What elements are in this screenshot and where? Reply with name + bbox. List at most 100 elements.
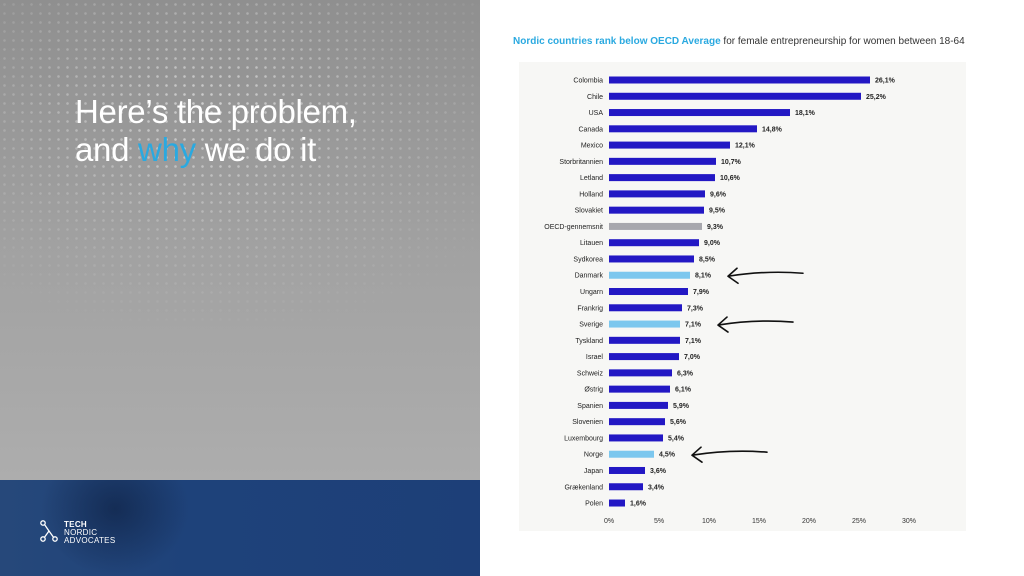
value-label: 7,0%	[684, 354, 701, 361]
bar	[609, 304, 682, 312]
category-label: Canada	[578, 126, 603, 133]
value-label: 9,6%	[710, 191, 727, 198]
x-tick-label: 15%	[752, 518, 766, 525]
x-tick-label: 20%	[802, 518, 816, 525]
category-label: Colombia	[573, 78, 603, 85]
value-label: 3,4%	[648, 484, 665, 491]
bar	[609, 109, 790, 117]
value-label: 9,0%	[704, 240, 721, 247]
category-label: Norge	[584, 452, 603, 459]
bar	[609, 206, 704, 214]
value-label: 7,1%	[685, 338, 702, 345]
category-label: Letland	[580, 175, 603, 182]
bar	[609, 466, 645, 474]
bar	[609, 190, 705, 198]
bar	[609, 239, 699, 247]
category-label: Danmark	[575, 273, 604, 280]
category-label: Holland	[579, 191, 603, 198]
x-tick-label: 10%	[702, 518, 716, 525]
category-label: Frankrig	[577, 305, 603, 312]
logo-line2: NORDIC	[64, 528, 98, 537]
logo-line1: TECH	[64, 520, 87, 529]
value-label: 6,3%	[677, 370, 694, 377]
value-label: 14,8%	[762, 126, 783, 133]
bar	[609, 434, 663, 442]
left-panel: Here’s the problem, and why we do it	[0, 0, 480, 576]
category-label: Polen	[585, 501, 603, 508]
bar	[609, 157, 716, 165]
value-label: 9,3%	[707, 224, 724, 231]
category-label: Slovenien	[572, 419, 603, 426]
headline-line2-post: we do it	[195, 131, 317, 168]
value-label: 10,6%	[720, 175, 741, 182]
category-label: Israel	[586, 354, 604, 361]
category-label: Grækenland	[564, 484, 603, 491]
headline-accent-word: why	[138, 131, 196, 168]
bar	[609, 320, 680, 328]
headline-line1: Here’s the problem,	[75, 93, 357, 130]
handdrawn-arrow	[727, 267, 804, 285]
value-label: 4,5%	[659, 452, 676, 459]
value-label: 9,5%	[709, 208, 726, 215]
bar	[609, 222, 702, 230]
value-label: 1,6%	[630, 501, 647, 508]
category-label: Storbritannien	[559, 159, 603, 166]
handdrawn-arrow	[717, 316, 794, 333]
tech-nordic-advocates-logo: TECH NORDIC ADVOCATES	[40, 520, 115, 546]
bar	[609, 288, 688, 296]
category-label: Chile	[587, 94, 603, 101]
slide-headline: Here’s the problem, and why we do it	[75, 93, 357, 169]
bar	[609, 174, 715, 182]
value-label: 7,9%	[693, 289, 710, 296]
value-label: 5,9%	[673, 403, 690, 410]
value-label: 7,1%	[685, 322, 702, 329]
chart-frame	[519, 62, 966, 531]
bar	[609, 336, 680, 344]
value-label: 5,4%	[668, 435, 685, 442]
handdrawn-arrow	[691, 446, 768, 464]
x-tick-label: 5%	[654, 518, 664, 525]
value-label: 26,1%	[875, 78, 896, 85]
chart-heading-rest: for female entrepreneurship for women be…	[720, 36, 965, 47]
chart-heading: Nordic countries rank below OECD Average…	[513, 36, 965, 47]
category-label: OECD-gennemsnit	[544, 224, 603, 231]
bar	[609, 450, 654, 458]
value-label: 5,6%	[670, 419, 687, 426]
value-label: 12,1%	[735, 143, 756, 150]
bar	[609, 125, 757, 133]
bar	[609, 353, 679, 361]
value-label: 10,7%	[721, 159, 742, 166]
bar	[609, 271, 690, 279]
category-label: USA	[589, 110, 604, 117]
category-label: Mexico	[581, 143, 603, 150]
bar	[609, 92, 861, 100]
category-label: Østrig	[584, 387, 603, 394]
bar	[609, 255, 694, 263]
category-label: Spanien	[577, 403, 603, 410]
value-label: 3,6%	[650, 468, 667, 475]
category-label: Sverige	[579, 322, 603, 329]
bar	[609, 401, 668, 409]
bar	[609, 418, 665, 426]
category-label: Japan	[584, 468, 603, 475]
chart-heading-highlight: Nordic countries rank below OECD Average	[513, 36, 721, 47]
footer-band	[0, 480, 480, 576]
bar	[609, 499, 625, 507]
bar	[609, 385, 670, 393]
category-label: Litauen	[580, 240, 603, 247]
category-label: Ungarn	[580, 289, 603, 296]
category-label: Sydkorea	[573, 256, 603, 263]
category-label: Slovakiet	[575, 208, 603, 215]
bar-chart: Colombia 26,1% Chile 25,2% USA 18,1% Canada 14,…	[544, 76, 916, 525]
category-label: Luxembourg	[564, 435, 603, 442]
bar	[609, 76, 870, 84]
logo-line3: ADVOCATES	[64, 536, 116, 545]
bar	[609, 483, 643, 491]
circuit-icon	[40, 520, 58, 546]
footer-photo-shade	[40, 480, 190, 576]
bar	[609, 141, 730, 149]
category-label: Schweiz	[577, 370, 604, 377]
bar	[609, 369, 672, 377]
category-label: Tyskland	[575, 338, 603, 345]
x-tick-label: 0%	[604, 518, 614, 525]
